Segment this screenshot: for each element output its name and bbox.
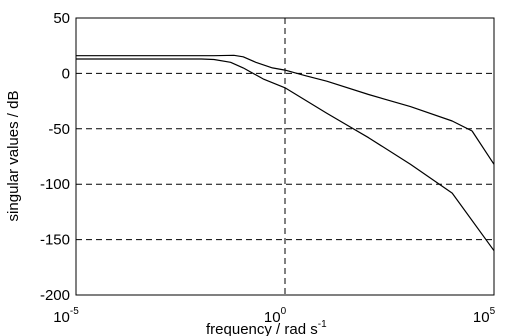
x-axis-label: frequency / rad s-1 (206, 319, 327, 336)
y-tick-label: -150 (40, 232, 70, 249)
plot-frame (75, 17, 495, 296)
y-tick-label: 50 (53, 10, 70, 27)
y-tick-labels: 50 0 -50 -100 -150 -200 (40, 10, 70, 304)
series-lines (76, 54, 495, 252)
x-tick-label: 10-5 (53, 306, 79, 326)
y-axis-label: singular values / dB (5, 91, 22, 222)
series-line-1 (76, 54, 495, 165)
series-line-2 (76, 58, 495, 252)
y-tick-label: -50 (48, 121, 70, 138)
x-tick-label: 105 (473, 306, 496, 326)
y-tick-label: -100 (40, 176, 70, 193)
x-tick-label: 100 (264, 306, 287, 326)
x-axis-label-main: frequency / rad s (206, 321, 318, 336)
x-tick-labels: 10-5 100 105 (53, 306, 495, 326)
y-tick-label: -200 (40, 287, 70, 304)
y-tick-label: 0 (62, 65, 70, 82)
grid-lines (76, 18, 494, 295)
x-axis-label-exponent: -1 (318, 319, 327, 330)
